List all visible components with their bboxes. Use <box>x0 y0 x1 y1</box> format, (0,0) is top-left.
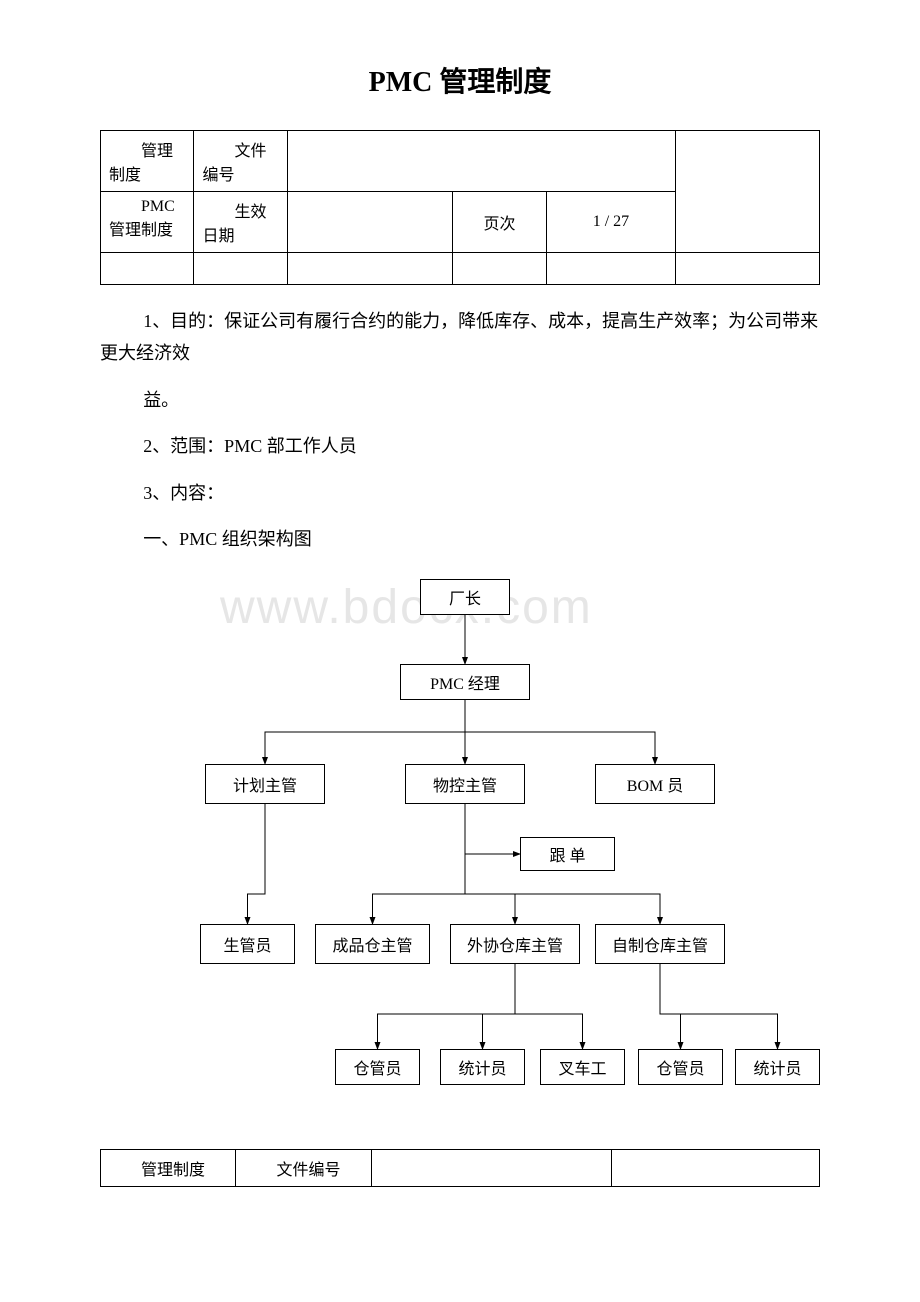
page-title: PMC 管理制度 <box>100 60 820 100</box>
org-chart-lines <box>140 569 840 1129</box>
org-node-n1: 厂长 <box>420 579 510 615</box>
cell-empty <box>371 1150 611 1187</box>
table-row: 管理制度 文件编号 <box>101 1150 820 1187</box>
cell-empty <box>287 131 675 192</box>
cell-empty <box>287 192 452 253</box>
cell-effective-date-label: 生效日期 <box>194 192 287 253</box>
cell-empty <box>676 131 820 253</box>
org-node-n6: 跟 单 <box>520 837 615 871</box>
cell-page-value: 1 / 27 <box>546 192 675 253</box>
paragraph-purpose: 1、目的：保证公司有履行合约的能力，降低库存、成本，提高生产效率；为公司带来更大… <box>100 305 820 370</box>
cell-doc-no-label: 文件编号 <box>236 1150 371 1187</box>
org-node-n8: 成品仓主管 <box>315 924 430 964</box>
cell-doc-no-label: 文件编号 <box>194 131 287 192</box>
table-row <box>101 253 820 285</box>
org-chart: 厂长 PMC 经理计划主管 物控主管 BOM 员跟 单生管员成品仓主管外协仓库主管自制… <box>140 569 760 1129</box>
org-node-n2: PMC 经理 <box>400 664 530 700</box>
cell-empty <box>287 253 452 285</box>
org-node-n3: 计划主管 <box>205 764 325 804</box>
cell-empty <box>101 253 194 285</box>
cell-mgmt-system: 管理制度 <box>101 1150 236 1187</box>
paragraph-content: 3、内容： <box>100 477 820 509</box>
org-node-n12: 统计员 <box>440 1049 525 1085</box>
paragraph-purpose-cont: 益。 <box>100 384 820 416</box>
paragraph-orgchart-heading: 一、PMC 组织架构图 <box>100 523 820 555</box>
cell-empty <box>546 253 675 285</box>
cell-empty <box>676 253 820 285</box>
cell-mgmt-system: 管理制度 <box>101 131 194 192</box>
header-table-2: 管理制度 文件编号 <box>100 1149 820 1187</box>
document-page: PMC 管理制度 管理制度 文件编号 PMC管理制度 生效日期 页次 1 / 2… <box>0 0 920 1247</box>
org-node-n5: BOM 员 <box>595 764 715 804</box>
cell-page-label: 页次 <box>453 192 546 253</box>
org-node-n4: 物控主管 <box>405 764 525 804</box>
org-node-n13: 叉车工 <box>540 1049 625 1085</box>
org-node-n14: 仓管员 <box>638 1049 723 1085</box>
org-node-n15: 统计员 <box>735 1049 820 1085</box>
cell-empty <box>611 1150 819 1187</box>
org-node-n11: 仓管员 <box>335 1049 420 1085</box>
org-node-n9: 外协仓库主管 <box>450 924 580 964</box>
org-node-n10: 自制仓库主管 <box>595 924 725 964</box>
table-row: 管理制度 文件编号 <box>101 131 820 192</box>
cell-empty <box>453 253 546 285</box>
cell-pmc-system: PMC管理制度 <box>101 192 194 253</box>
org-node-n7: 生管员 <box>200 924 295 964</box>
header-table-1: 管理制度 文件编号 PMC管理制度 生效日期 页次 1 / 27 <box>100 130 820 285</box>
cell-empty <box>194 253 287 285</box>
paragraph-scope: 2、范围：PMC 部工作人员 <box>100 430 820 462</box>
